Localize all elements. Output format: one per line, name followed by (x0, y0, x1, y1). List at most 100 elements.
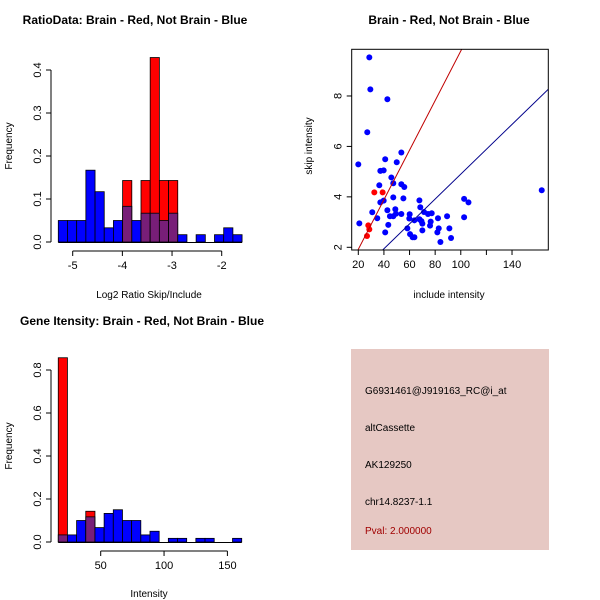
blue-point (390, 194, 397, 201)
blue-point (465, 199, 472, 206)
y-tick-label: 0.2 (32, 148, 44, 163)
x-tick-label: 60 (403, 259, 415, 271)
blue-bar (204, 537, 215, 543)
y-tick-label: 4 (333, 194, 345, 200)
y-tick-label: 0.4 (32, 62, 44, 77)
y-axis-label: Frequency (4, 122, 15, 169)
blue-point (427, 222, 434, 229)
x-tick-label: 140 (503, 259, 521, 271)
blue-point (417, 204, 424, 211)
x-tick-label: -4 (117, 260, 127, 272)
x-tick-label: 50 (95, 560, 107, 572)
blue-bar (103, 227, 114, 243)
blue-point (393, 159, 400, 166)
blue-bar (131, 520, 142, 543)
blue-bar (67, 220, 78, 243)
y-axis-label: Frequency (4, 422, 15, 469)
chart-title: Brain - Red, Not Brain - Blue (368, 13, 530, 27)
blue-point (428, 210, 435, 217)
x-tick-label: 100 (452, 259, 470, 271)
blue-bar (195, 234, 206, 243)
event-type: altCassette (365, 423, 416, 434)
location: chr14.8237-1.1 (365, 497, 433, 508)
x-tick-label: 100 (155, 560, 173, 572)
y-tick-label: 0.3 (32, 105, 44, 120)
blue-fit-line (381, 88, 549, 250)
blue-bar (232, 537, 243, 543)
chart-title: RatioData: Brain - Red, Not Brain - Blue (23, 13, 248, 27)
pval: Pval: 2.000000 (365, 526, 432, 537)
blue-point (437, 239, 444, 246)
blue-point (398, 211, 405, 218)
blue-point (434, 215, 441, 222)
blue-bar (103, 513, 114, 543)
blue-bar (177, 234, 188, 243)
blue-bar (122, 520, 133, 543)
blue-bar (214, 234, 225, 243)
blue-bar (112, 509, 123, 543)
blue-bar (167, 537, 178, 543)
x-tick-label: 80 (429, 259, 441, 271)
blue-point (398, 149, 405, 156)
histogram-2 (46, 357, 243, 556)
blue-point (401, 184, 408, 191)
blue-bar (85, 169, 96, 243)
blue-bar (76, 520, 87, 543)
x-axis-label: Log2 Ratio Skip/Include (96, 290, 202, 301)
y-tick-label: 6 (333, 143, 345, 149)
y-tick-label: 0.2 (32, 491, 44, 506)
blue-point (374, 215, 381, 222)
info-panel: G6931461@J919163_RC@i_at altCassette AK1… (351, 349, 549, 550)
blue-point (355, 161, 362, 168)
overlap-bar (149, 212, 160, 243)
probe-id: G6931461@J919163_RC@i_at (365, 386, 507, 397)
chart-title: Gene Itensity: Brain - Red, Not Brain - … (20, 314, 264, 328)
blue-point (416, 197, 423, 204)
blue-bar (177, 537, 188, 543)
blue-point (411, 234, 418, 241)
x-axis-label: Intensity (130, 589, 167, 600)
blue-point (434, 229, 441, 236)
x-tick-label: 150 (218, 560, 236, 572)
blue-bar (76, 220, 87, 243)
blue-point (538, 187, 545, 194)
histogram-0 (46, 57, 243, 256)
blue-point (411, 217, 418, 224)
blue-bar (140, 534, 151, 543)
blue-bar (131, 220, 142, 243)
red-fit-line (357, 49, 463, 250)
blue-point (406, 211, 413, 218)
x-tick-label: -5 (68, 260, 78, 272)
blue-point (384, 96, 391, 103)
blue-point (448, 234, 455, 241)
y-tick-label: 8 (333, 93, 345, 99)
blue-point (382, 156, 389, 163)
blue-point (444, 213, 451, 220)
y-tick-label: 0.0 (32, 234, 44, 249)
blue-bar (94, 527, 105, 543)
blue-bar (232, 234, 243, 243)
blue-point (419, 227, 426, 234)
plot-box (351, 48, 549, 251)
x-tick-label: 20 (352, 259, 364, 271)
scatter-plot (346, 48, 549, 255)
accession: AK129250 (365, 460, 412, 471)
x-tick-label: 40 (378, 259, 390, 271)
blue-point (384, 207, 391, 214)
blue-bar (149, 530, 160, 543)
overlap-bar (57, 534, 68, 543)
y-tick-label: 0.6 (32, 405, 44, 420)
blue-point (382, 229, 389, 236)
overlap-bar (140, 212, 151, 243)
overlap-bar (168, 212, 179, 243)
y-tick-label: 0.4 (32, 448, 44, 463)
blue-point (446, 225, 453, 232)
red-point (379, 189, 386, 196)
blue-point (388, 174, 395, 181)
blue-point (364, 129, 371, 136)
overlap-bar (122, 205, 133, 243)
blue-bar (94, 191, 105, 243)
blue-point (406, 215, 413, 222)
x-axis-label: include intensity (413, 290, 484, 301)
